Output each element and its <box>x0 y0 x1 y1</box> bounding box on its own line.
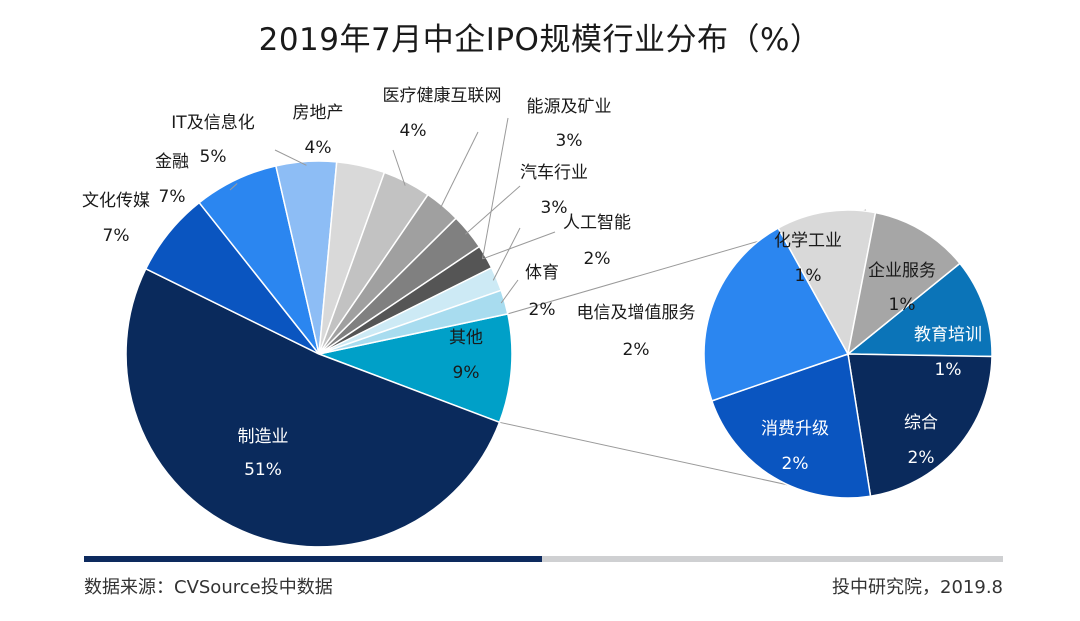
sub-slice-label: 企业服务 <box>868 261 936 281</box>
slice-value-label: 51% <box>244 460 282 480</box>
slice-value-label: 4% <box>400 121 427 141</box>
slice-label: 汽车行业 <box>520 163 588 183</box>
slice-value-label: 4% <box>305 138 332 158</box>
footer-rule-dark <box>84 556 542 562</box>
sub-pie <box>703 209 993 499</box>
main-pie <box>125 160 513 548</box>
slice-labels: 其他 9% 制造业 51% 文化传媒 7% 金融 7% IT及信息化 5% 房地产 4% 医疗健康互联网… <box>82 86 982 480</box>
slice-value-label: 9% <box>453 363 480 383</box>
sub-slice-label: 教育培训 <box>914 325 982 345</box>
slice-label: 房地产 <box>293 103 344 123</box>
sub-slice-value-label: 1% <box>795 266 822 286</box>
slice-value-label: 2% <box>529 300 556 320</box>
footer-rule-light <box>542 556 1003 562</box>
slice-label: IT及信息化 <box>171 113 254 133</box>
leader-line <box>482 231 556 260</box>
leader-line <box>492 227 521 281</box>
source-note: 数据来源：CVSource投中数据 <box>84 577 333 598</box>
sub-pie-slice <box>777 209 877 357</box>
slice-value-label: 3% <box>556 131 583 151</box>
pie-slice <box>318 289 509 355</box>
sub-pie-slice <box>703 227 850 402</box>
slice-label: 制造业 <box>238 427 289 447</box>
leader-line <box>274 149 307 166</box>
sub-slice-value-label: 1% <box>889 295 916 315</box>
leader-line <box>465 185 521 235</box>
sub-slice-label: 消费升级 <box>761 419 829 439</box>
sub-slice-value-label: 1% <box>935 360 962 380</box>
leader-line <box>229 183 238 191</box>
chart-title: 2019年7月中企IPO规模行业分布（%） <box>258 22 822 58</box>
slice-value-label: 2% <box>584 249 611 269</box>
leader-line <box>482 117 509 259</box>
slice-label: 其他 <box>449 328 483 348</box>
sub-pie-slice <box>845 262 993 358</box>
slice-label: 文化传媒 <box>82 191 150 211</box>
leader-line <box>439 131 479 209</box>
slice-label: 人工智能 <box>563 213 631 233</box>
slice-value-label: 5% <box>200 147 227 167</box>
sub-pie-slice <box>846 211 961 356</box>
slice-value-label: 7% <box>103 226 130 246</box>
leader-line <box>500 279 519 304</box>
slice-label: 医疗健康互联网 <box>383 86 502 106</box>
slice-label: 金融 <box>155 152 189 172</box>
slice-value-label: 2% <box>623 340 650 360</box>
credit-note: 投中研究院，2019.8 <box>832 577 1003 598</box>
sub-pie-slice <box>710 352 872 499</box>
sub-slice-label: 化学工业 <box>774 231 842 251</box>
slice-label: 能源及矿业 <box>527 97 612 117</box>
leader-lines <box>229 117 556 304</box>
pie-slice <box>316 312 513 424</box>
slice-label: 体育 <box>525 263 559 283</box>
pie-slice <box>125 267 501 548</box>
slice-label: 电信及增值服务 <box>577 303 696 323</box>
sub-slice-value-label: 2% <box>908 448 935 468</box>
slice-value-label: 7% <box>159 187 186 207</box>
sub-pie-slice <box>847 353 993 498</box>
leader-line <box>392 149 406 186</box>
slice-value-label: 3% <box>541 198 568 218</box>
sub-slice-label: 综合 <box>904 413 938 433</box>
sub-slice-value-label: 2% <box>782 454 809 474</box>
